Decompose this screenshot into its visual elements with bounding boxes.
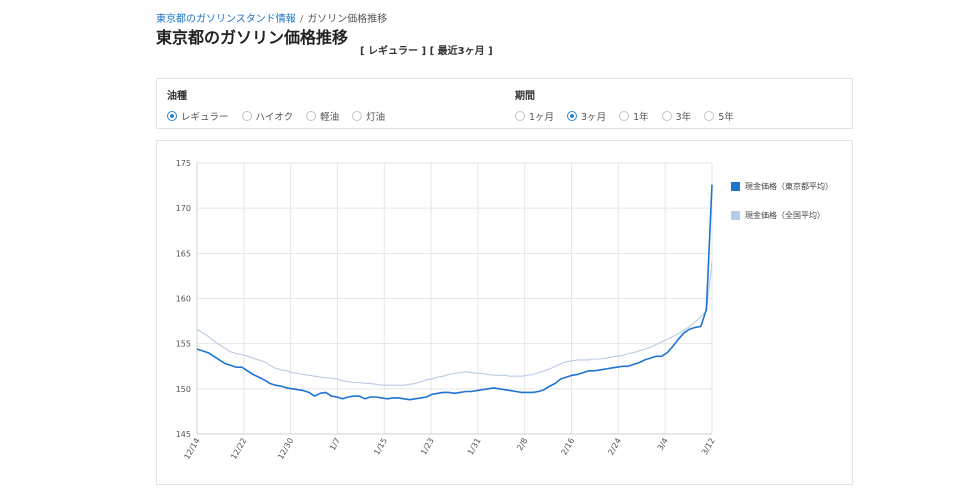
x-tick-label: 1/7 bbox=[328, 437, 342, 453]
radio-icon[interactable] bbox=[515, 111, 525, 121]
fuel-option-label: レギュラー bbox=[181, 112, 229, 123]
period-option-3-months[interactable]: 3ヶ月 bbox=[567, 109, 606, 123]
breadcrumb-link-tokyo-stations[interactable]: 東京都のガソリンスタンド情報 bbox=[156, 14, 296, 25]
radio-icon[interactable] bbox=[661, 111, 672, 121]
legend-label-tokyo: 現金価格（東京都平均） bbox=[745, 182, 833, 191]
radio-icon[interactable] bbox=[704, 111, 715, 121]
page-title: 東京都のガソリン価格推移 bbox=[156, 28, 349, 47]
legend-label-national: 現金価格（全国平均） bbox=[745, 211, 825, 220]
fuel-option-kerosene[interactable]: 灯油 bbox=[352, 109, 385, 123]
filter-panel: 油種 レギュラー ハイオク 軽油 灯油 期間 1ヶ月 3ヶ月 1年 3年 5年 bbox=[156, 78, 853, 129]
legend-item-national[interactable]: 現金価格（全国平均） bbox=[731, 210, 833, 221]
legend-item-tokyo[interactable]: 現金価格（東京都平均） bbox=[731, 181, 833, 192]
price-chart-panel: 145 150 155 160 165 170 175 12/14 12/22 12/30 1/7 1… bbox=[156, 140, 853, 485]
radio-icon[interactable] bbox=[567, 111, 578, 121]
breadcrumb-separator: / bbox=[299, 14, 304, 25]
legend-swatch-tokyo bbox=[731, 182, 740, 191]
fuel-option-label: 灯油 bbox=[366, 112, 386, 123]
x-tick-label: 12/30 bbox=[276, 437, 295, 461]
y-tick-label: 170 bbox=[176, 204, 191, 213]
x-tick-label: 2/24 bbox=[606, 437, 623, 457]
x-tick-label: 3/4 bbox=[656, 437, 670, 453]
fuel-type-group: 油種 レギュラー ハイオク 軽油 灯油 bbox=[167, 87, 398, 123]
period-option-label: 3ヶ月 bbox=[581, 112, 607, 123]
chart-legend: 現金価格（東京都平均） 現金価格（全国平均） bbox=[731, 181, 833, 239]
y-tick-label: 175 bbox=[176, 159, 191, 168]
page-subtitle: [ レギュラー ] [ 最近3ヶ月 ] bbox=[360, 46, 493, 57]
period-option-label: 3年 bbox=[675, 112, 692, 123]
radio-icon[interactable] bbox=[241, 111, 252, 121]
radio-icon[interactable] bbox=[306, 111, 317, 121]
series-line-national bbox=[196, 262, 713, 386]
x-tick-label: 1/15 bbox=[372, 437, 389, 457]
fuel-option-diesel[interactable]: 軽油 bbox=[306, 109, 339, 123]
y-tick-label: 165 bbox=[176, 249, 191, 258]
period-option-1-year[interactable]: 1年 bbox=[619, 109, 649, 123]
period-option-label: 1ヶ月 bbox=[529, 112, 555, 123]
radio-icon[interactable] bbox=[167, 111, 177, 121]
x-tick-label: 12/14 bbox=[182, 437, 201, 461]
y-tick-label: 145 bbox=[176, 430, 191, 439]
x-tick-label: 2/16 bbox=[559, 437, 576, 457]
fuel-option-label: ハイオク bbox=[255, 112, 294, 123]
y-tick-label: 160 bbox=[176, 295, 191, 304]
breadcrumb: 東京都のガソリンスタンド情報 / ガソリン価格推移 bbox=[156, 10, 387, 25]
y-tick-label: 155 bbox=[176, 340, 191, 349]
fuel-option-regular[interactable]: レギュラー bbox=[167, 109, 229, 123]
x-tick-label: 2/8 bbox=[515, 437, 529, 453]
x-tick-label: 1/23 bbox=[419, 437, 436, 457]
fuel-option-label: 軽油 bbox=[320, 112, 340, 123]
radio-icon[interactable] bbox=[352, 111, 363, 121]
fuel-option-highoctane[interactable]: ハイオク bbox=[241, 109, 294, 123]
period-option-3-years[interactable]: 3年 bbox=[661, 109, 692, 123]
period-option-1-month[interactable]: 1ヶ月 bbox=[515, 109, 554, 123]
period-group: 期間 1ヶ月 3ヶ月 1年 3年 5年 bbox=[515, 87, 747, 123]
x-tick-label: 12/22 bbox=[229, 437, 248, 461]
series-line-tokyo bbox=[196, 184, 713, 401]
period-option-label: 5年 bbox=[718, 112, 734, 123]
x-tick-label: 1/31 bbox=[466, 437, 483, 457]
x-tick-label: 3/12 bbox=[700, 437, 717, 457]
fuel-type-label: 油種 bbox=[167, 91, 187, 102]
period-option-label: 1年 bbox=[633, 112, 649, 123]
radio-icon[interactable] bbox=[619, 111, 630, 121]
legend-swatch-national bbox=[731, 211, 740, 220]
breadcrumb-current: ガソリン価格推移 bbox=[307, 14, 388, 25]
period-label: 期間 bbox=[515, 91, 535, 102]
period-option-5-years[interactable]: 5年 bbox=[704, 109, 734, 123]
y-tick-label: 150 bbox=[176, 385, 191, 394]
price-chart: 145 150 155 160 165 170 175 12/14 12/22 12/30 1/7 1… bbox=[176, 159, 717, 461]
